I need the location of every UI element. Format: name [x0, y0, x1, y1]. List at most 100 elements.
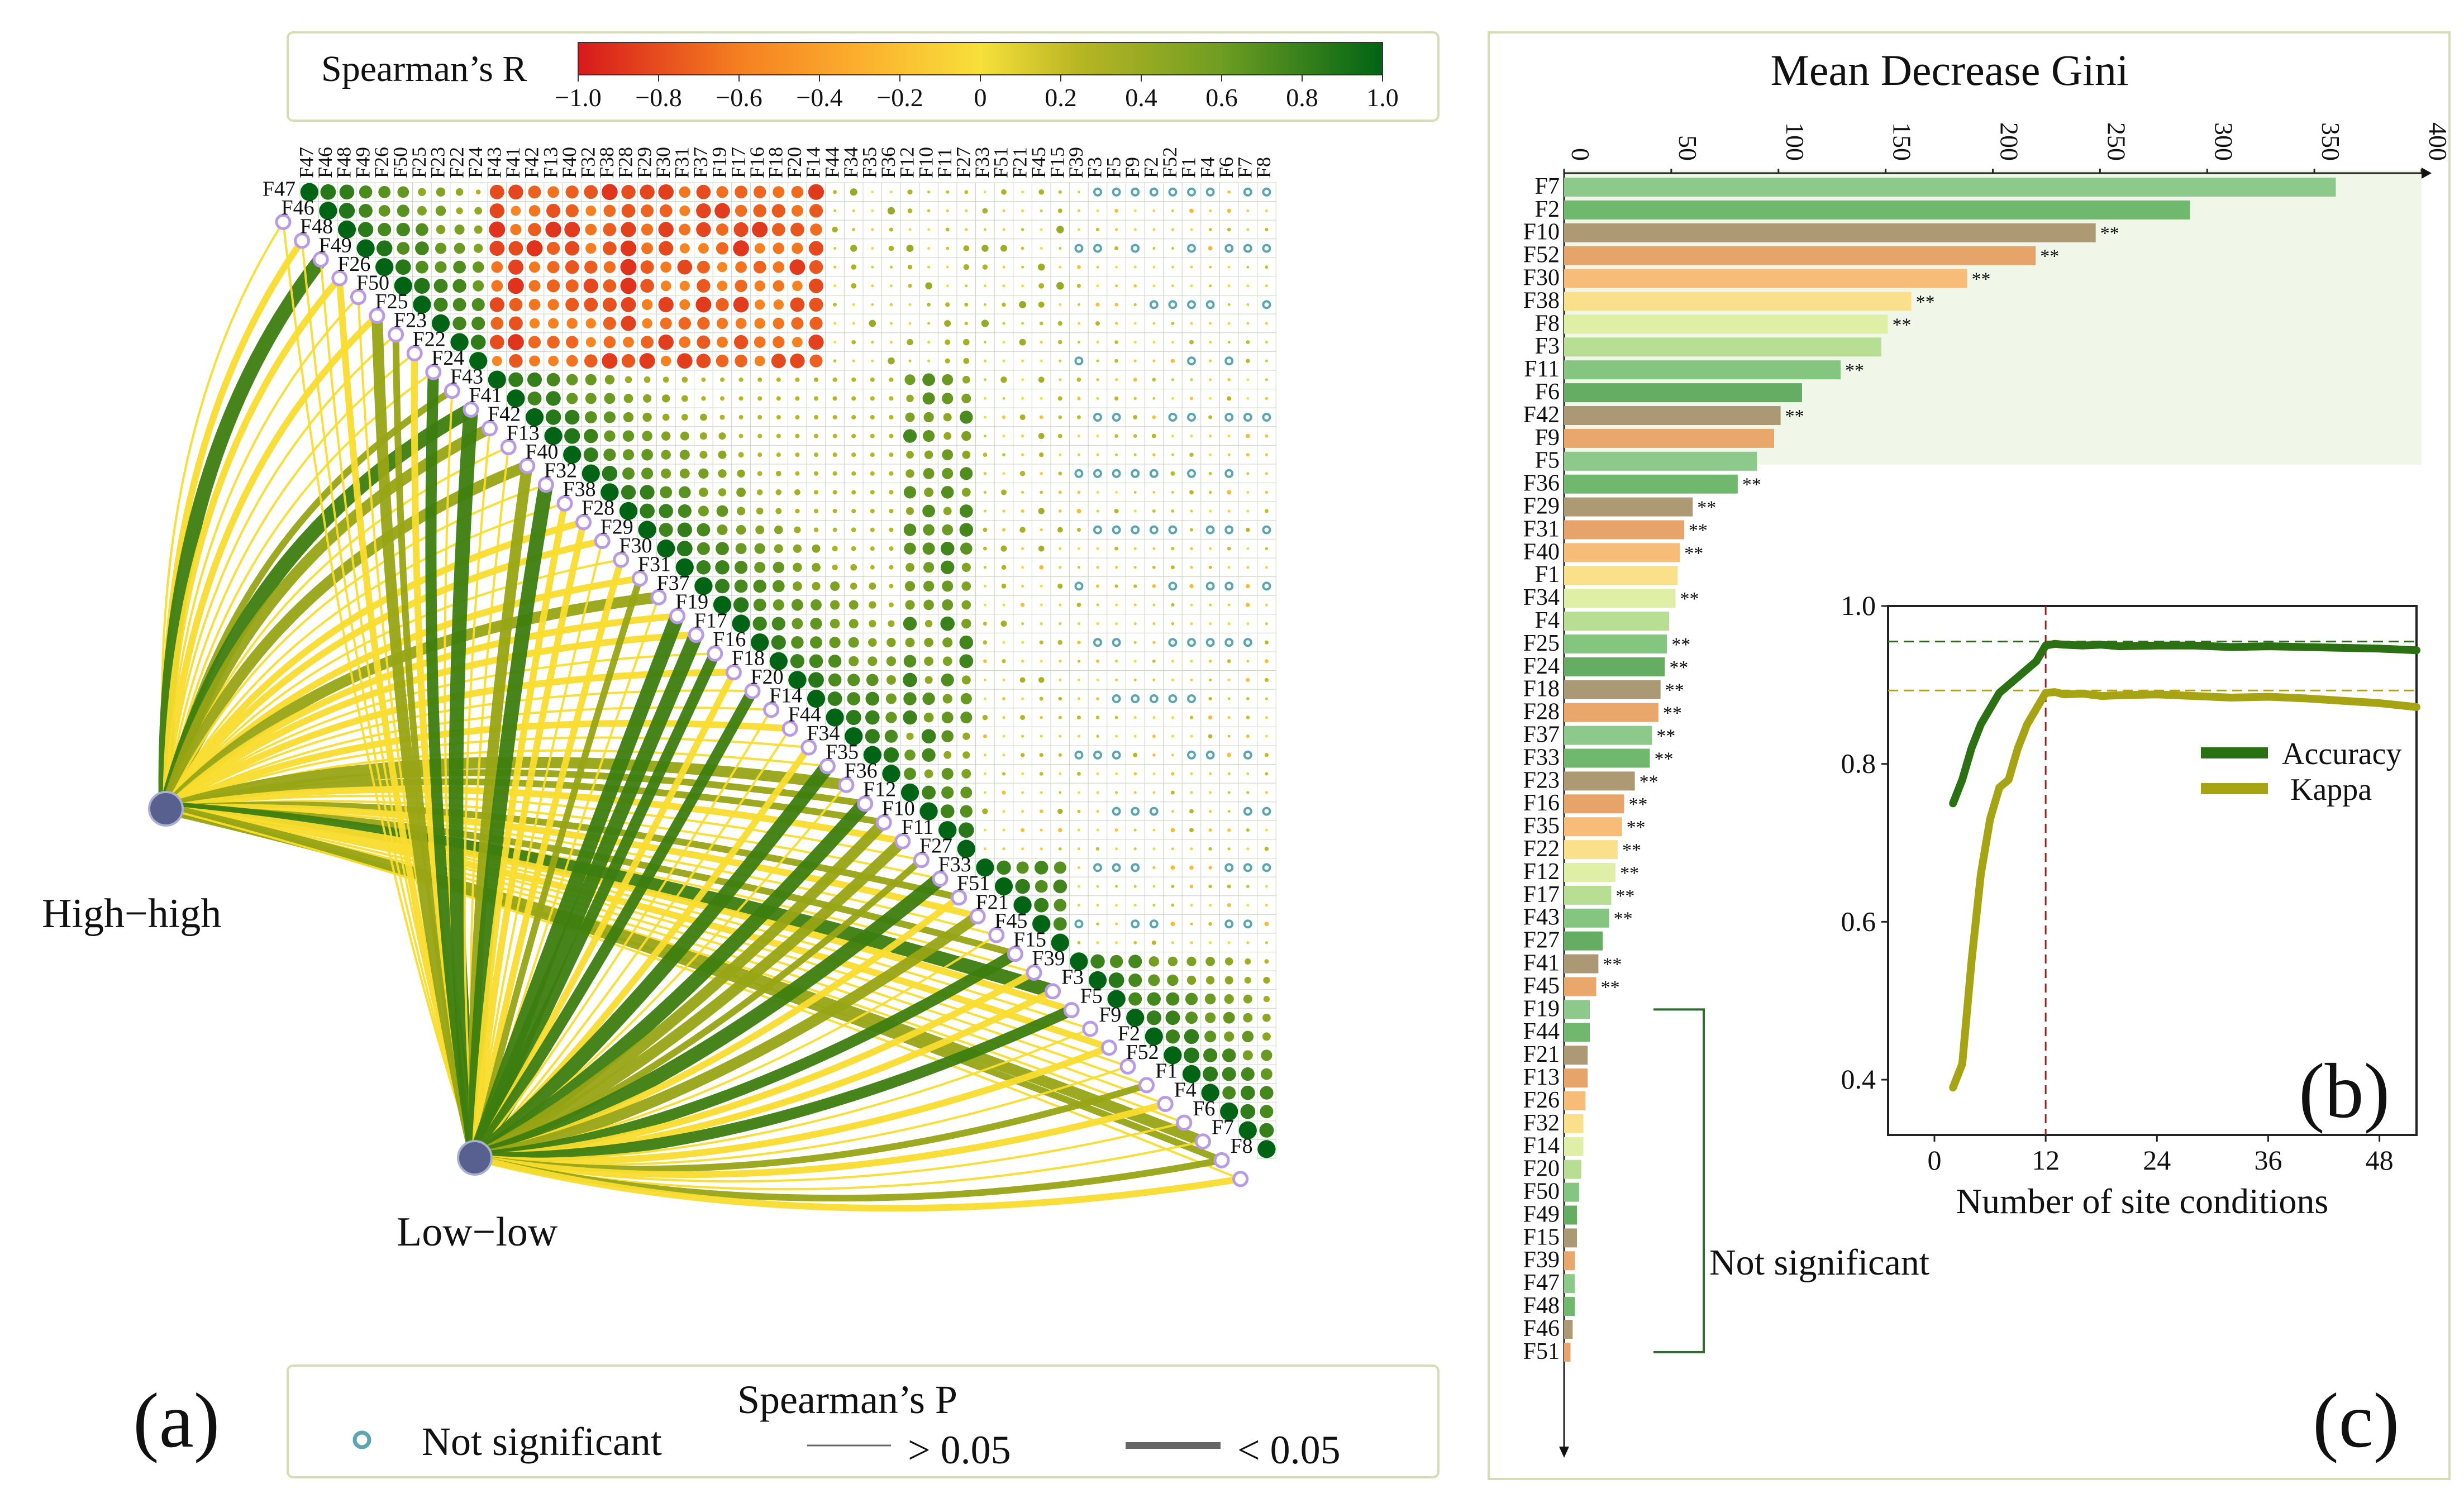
correlation-dot: [1171, 847, 1174, 851]
not-significant-circle: [1205, 638, 1215, 647]
correlation-dot: [492, 356, 502, 366]
correlation-dot: [1040, 472, 1043, 475]
gini-bar: [1564, 1297, 1575, 1316]
correlation-dot: [871, 359, 874, 362]
correlation-dot: [1152, 565, 1156, 569]
correlation-dot: [1152, 284, 1156, 288]
correlation-dot: [813, 490, 819, 495]
correlation-dot: [1133, 415, 1138, 419]
correlation-dot: [679, 205, 690, 216]
correlation-dot: [736, 524, 746, 535]
matrix-cell: [1219, 407, 1239, 427]
correlation-dot: [1146, 1010, 1161, 1025]
correlation-dot: [584, 354, 598, 368]
correlation-dot: [982, 808, 988, 814]
correlation-dot: [754, 243, 765, 254]
correlation-dot: [852, 322, 855, 325]
correlation-dot: [921, 729, 936, 744]
correlation-dot: [1246, 941, 1250, 944]
correlation-dot: [773, 280, 785, 292]
correlation-dot: [1189, 208, 1194, 213]
correlation-dot: [1002, 772, 1006, 776]
correlation-dot: [676, 541, 693, 557]
not-significant-circle: [1149, 525, 1159, 535]
matrix-cell: [1219, 895, 1239, 915]
not-significant-circle: [1168, 581, 1178, 591]
correlation-dot: [452, 279, 466, 293]
matrix-cell: [1069, 914, 1089, 934]
correlation-dot: [1246, 228, 1250, 231]
correlation-dot: [526, 240, 543, 257]
correlation-dot: [1189, 828, 1194, 833]
network-link: [163, 312, 380, 812]
not-significant-circle: [1168, 300, 1178, 309]
correlation-dot: [1077, 228, 1080, 231]
correlation-dot: [508, 241, 523, 256]
correlation-dot: [927, 247, 931, 250]
correlation-dot: [528, 280, 541, 292]
correlation-dot: [852, 303, 855, 306]
significance-mark: **: [1971, 269, 1990, 290]
correlation-dot: [903, 523, 917, 536]
correlation-dot: [735, 261, 747, 273]
gini-bar: [1564, 1023, 1590, 1042]
correlation-dot: [757, 396, 762, 401]
panel-b-x-tick-label: 12: [2032, 1144, 2060, 1176]
correlation-dot: [511, 206, 521, 216]
correlation-dot: [807, 689, 826, 708]
correlation-dot: [528, 205, 541, 217]
correlation-dot: [1039, 640, 1043, 645]
correlation-dot: [472, 261, 484, 273]
correlation-dot: [640, 485, 655, 500]
matrix-cell: [881, 708, 901, 727]
correlation-dot: [958, 822, 974, 838]
correlation-dot: [1109, 955, 1123, 968]
correlation-dot: [1152, 716, 1156, 719]
correlation-dot: [737, 469, 745, 478]
not-significant-circle: [1093, 863, 1102, 872]
correlation-dot: [1152, 509, 1156, 513]
correlation-dot: [1167, 956, 1178, 967]
correlation-dot: [752, 221, 768, 238]
correlation-dot: [1040, 397, 1043, 400]
matrix-cell: [1125, 914, 1145, 934]
not-significant-circle: [1149, 187, 1159, 197]
correlation-dot: [871, 209, 874, 212]
correlation-dot: [1203, 1048, 1218, 1062]
correlation-dot: [1209, 678, 1212, 681]
thin-line-label: > 0.05: [908, 1428, 1011, 1472]
correlation-dot: [623, 336, 634, 348]
correlation-dot: [1039, 771, 1043, 776]
correlation-dot: [828, 655, 842, 668]
matrix-cell: [1088, 238, 1108, 258]
correlation-dot: [1171, 903, 1175, 907]
not-significant-circle: [1131, 863, 1140, 872]
correlation-dot: [922, 785, 936, 800]
correlation-dot: [960, 467, 973, 480]
correlation-dot: [1227, 884, 1231, 889]
gini-bar: [1564, 1228, 1577, 1248]
matrix-cell: [1219, 708, 1239, 727]
gini-category-label: F5: [1535, 448, 1560, 474]
gini-category-label: F50: [1523, 1179, 1560, 1205]
correlation-dot: [983, 284, 986, 288]
correlation-dot: [830, 600, 840, 610]
correlation-dot: [564, 222, 580, 237]
correlation-dot: [1265, 697, 1268, 700]
correlation-dot: [452, 298, 466, 312]
correlation-dot: [509, 298, 523, 312]
correlation-dot: [1128, 992, 1142, 1006]
correlation-dot: [661, 431, 671, 441]
correlation-dot: [547, 186, 560, 198]
correlation-dot: [907, 208, 913, 213]
correlation-dot: [1265, 791, 1268, 794]
correlation-dot: [889, 490, 894, 495]
correlation-dot: [1227, 435, 1231, 438]
not-significant-circle: [1224, 469, 1234, 478]
correlation-dot: [436, 187, 446, 197]
p-legend-title: Spearman’s P: [737, 1377, 957, 1422]
correlation-dot: [396, 222, 410, 237]
correlation-dot: [1190, 265, 1193, 269]
correlation-dot: [1265, 359, 1268, 362]
matrix-cell: [1088, 295, 1108, 314]
